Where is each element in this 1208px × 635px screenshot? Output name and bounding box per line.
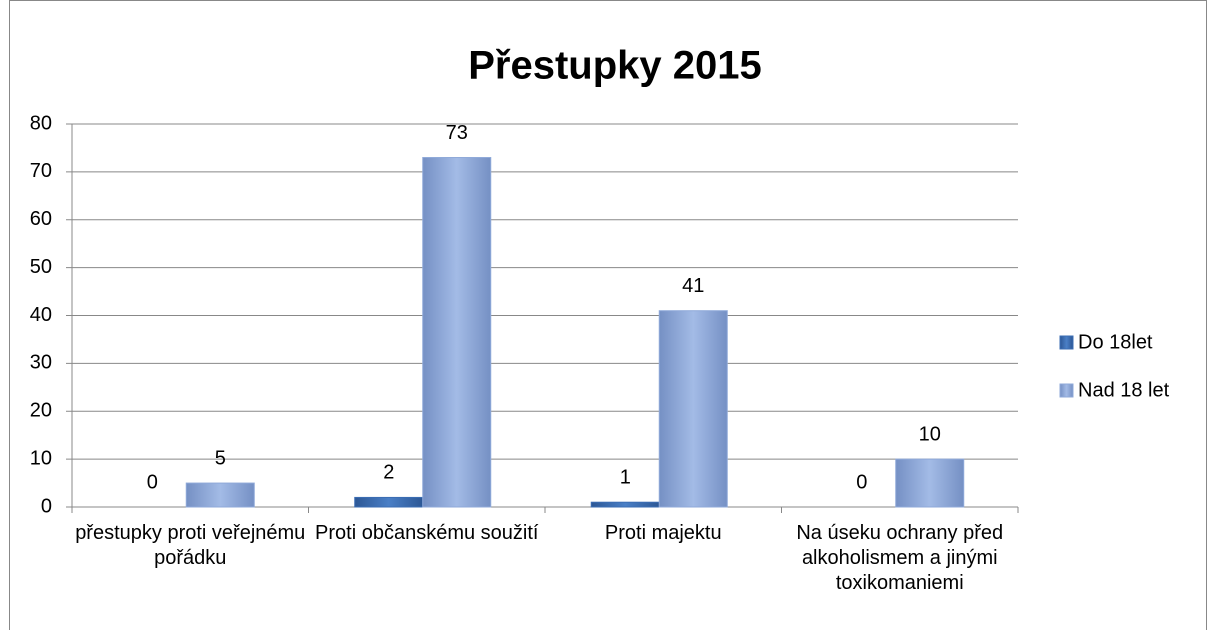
y-tick-label: 0 — [41, 495, 52, 517]
x-tick-label: Na úseku ochrany před alkoholismem a jin… — [796, 522, 1004, 594]
legend-swatch — [1059, 383, 1074, 398]
bar — [422, 157, 492, 508]
x-tick-label: Proti občanskému soužití — [315, 522, 539, 544]
y-tick-label: 80 — [30, 112, 52, 134]
y-tick-label: 50 — [30, 256, 52, 278]
bar — [354, 496, 424, 508]
data-label: 5 — [215, 447, 226, 469]
x-label-box: Proti majektu — [604, 522, 722, 544]
chart-border — [9, 0, 1207, 635]
data-label: 41 — [682, 275, 704, 297]
y-tick-label: 10 — [30, 447, 52, 469]
data-label: 1 — [620, 466, 631, 488]
y-tick-label: 30 — [30, 352, 52, 374]
data-label: 10 — [919, 423, 941, 445]
data-label: 73 — [446, 122, 468, 144]
chart-title: Přestupky 2015 — [468, 44, 762, 88]
legend-swatch — [1059, 335, 1074, 350]
x-tick-label: přestupky proti veřejnému pořádku — [75, 522, 306, 569]
x-label-box: Na úseku ochrany před alkoholismem a jin… — [796, 522, 1004, 594]
bar — [658, 310, 728, 508]
data-label: 0 — [856, 471, 867, 493]
y-tick-label: 70 — [30, 160, 52, 182]
x-label-box: přestupky proti veřejnému pořádku — [75, 522, 306, 569]
data-label: 0 — [147, 471, 158, 493]
legend-label: Do 18let — [1078, 331, 1153, 353]
y-tick-label: 20 — [30, 400, 52, 422]
bar — [590, 501, 660, 508]
legend-label: Nad 18 let — [1078, 379, 1170, 401]
y-tick-label: 60 — [30, 208, 52, 230]
y-tick-label: 40 — [30, 304, 52, 326]
data-label: 2 — [383, 462, 394, 484]
x-tick-label: Proti majektu — [604, 522, 722, 544]
bar — [185, 482, 255, 508]
x-label-box: Proti občanskému soužití — [315, 522, 539, 544]
bar — [895, 458, 965, 508]
